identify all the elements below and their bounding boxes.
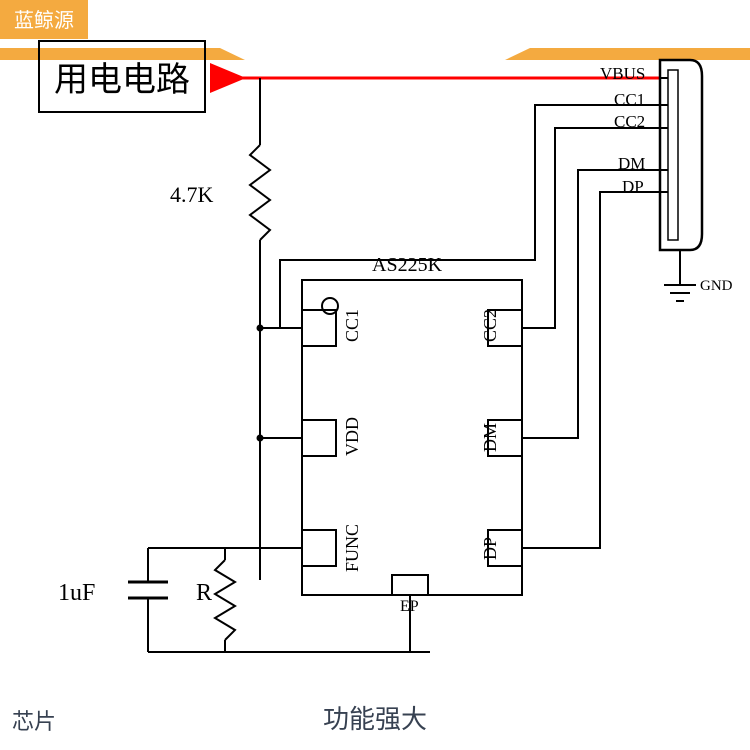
pin-cc1-label: CC1	[342, 309, 363, 342]
resistor-r-label: R	[196, 580, 212, 607]
usb-connector-outline	[660, 60, 702, 250]
pin-func-label: FUNC	[342, 524, 363, 572]
pin-vdd-label: VDD	[342, 417, 363, 456]
caption-left: 芯片	[12, 704, 56, 736]
pin-ep-label: EP	[400, 598, 419, 616]
resistor-4k7-label: 4.7K	[170, 182, 213, 208]
capacitor-label: 1uF	[58, 580, 95, 607]
conn-dp-label: DP	[622, 177, 644, 197]
conn-vbus-label: VBUS	[600, 64, 645, 84]
load-circuit-box: 用电电路	[38, 40, 206, 113]
resistor-4k7	[250, 145, 270, 240]
pin-dp-label: DP	[480, 537, 501, 560]
pin-cc2-label: CC2	[480, 309, 501, 342]
resistor-r	[215, 560, 235, 640]
conn-cc2-label: CC2	[614, 112, 645, 132]
conn-dm-label: DM	[618, 154, 645, 174]
chip-name-label: AS225K	[372, 254, 442, 277]
pin-dm-label: DM	[480, 423, 501, 452]
caption-center: 功能强大	[323, 699, 427, 736]
gnd-label: GND	[700, 278, 733, 295]
conn-cc1-label: CC1	[614, 90, 645, 110]
